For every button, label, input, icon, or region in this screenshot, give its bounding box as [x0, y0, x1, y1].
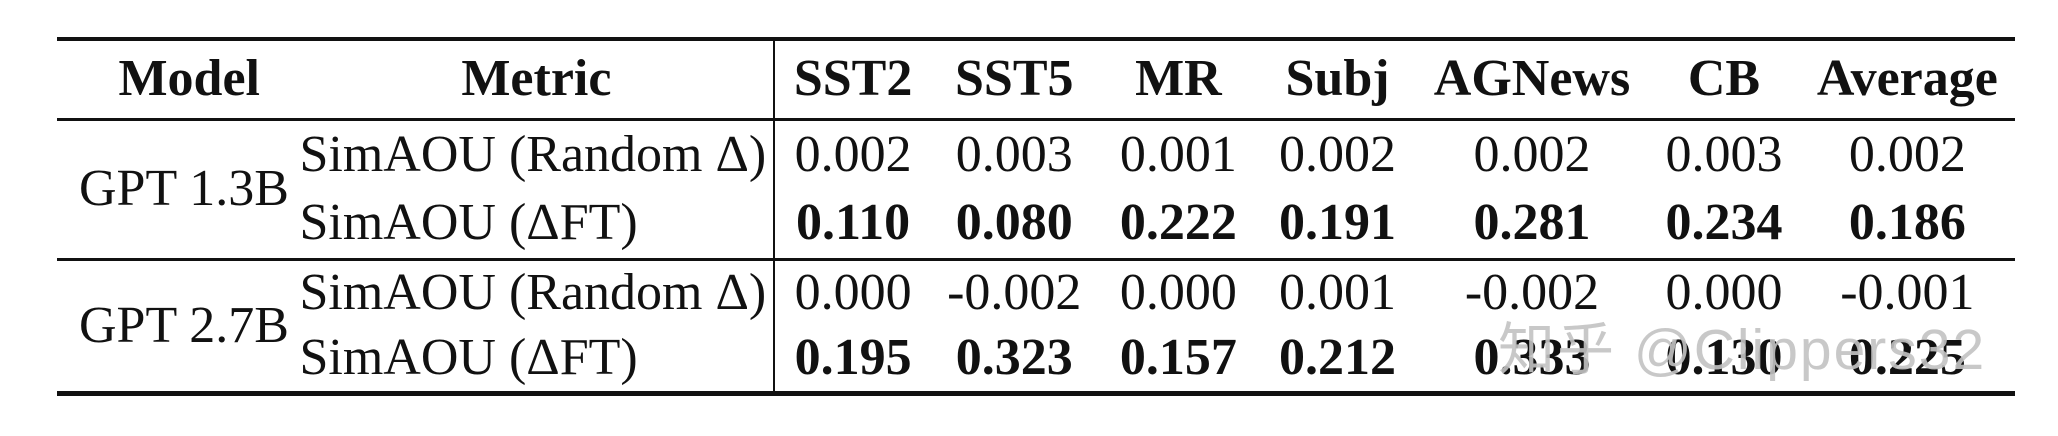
metric-cell: SimAOU (Random Δ)	[299, 257, 775, 326]
model-cell: GPT 2.7B	[57, 257, 300, 393]
table-row: GPT 1.3B SimAOU (Random Δ) 0.002 0.003 0…	[57, 119, 2015, 215]
header-average: Average	[1816, 50, 1998, 108]
header-model: Model	[118, 50, 260, 108]
value-cell: 0.002	[1848, 125, 1966, 183]
value-cell: 0.130	[1665, 329, 1783, 387]
value-cell: 0.186	[1848, 194, 1966, 252]
value-cell: 0.222	[1119, 194, 1237, 252]
value-cell: 0.195	[773, 326, 931, 393]
model-cell: GPT 1.3B	[79, 160, 289, 217]
value-cell: 0.001	[1119, 125, 1237, 183]
value-cell: 0.110	[773, 189, 931, 259]
value-cell: 0.000	[1648, 257, 1800, 326]
value-cell: 0.002	[1473, 125, 1591, 183]
value-cell: 0.212	[1279, 329, 1397, 387]
table-row: GPT 2.7B SimAOU (Random Δ) 0.000 -0.002 …	[57, 257, 2015, 393]
value-cell: -0.001	[1799, 257, 2015, 326]
metric-cell: SimAOU (Random Δ)	[299, 125, 767, 183]
value-cell: 0.323	[955, 329, 1073, 387]
value-cell: 0.191	[1279, 194, 1397, 252]
value-cell: 0.003	[955, 125, 1073, 183]
value-cell: 0.157	[1119, 329, 1237, 387]
value-cell: -0.002	[930, 257, 1098, 326]
metric-cell: SimAOU (ΔFT)	[299, 194, 638, 252]
value-cell: 0.080	[955, 194, 1073, 252]
value-cell: 0.333	[1473, 329, 1591, 387]
value-cell: 0.001	[1259, 257, 1416, 326]
header-subj: Subj	[1285, 50, 1390, 108]
header-mr: MR	[1135, 50, 1222, 108]
table-row: SimAOU (ΔFT) 0.195 0.323 0.157 0.212 0.3…	[57, 326, 2015, 393]
metric-cell: SimAOU (ΔFT)	[299, 329, 638, 387]
value-cell: 0.000	[773, 257, 931, 326]
results-table: Model Metric SST2 SST5 MR Subj AGNews CB…	[57, 37, 2015, 396]
header-row: Model Metric SST2 SST5 MR Subj AGNews CB…	[57, 39, 2015, 119]
header-metric: Metric	[461, 50, 612, 108]
value-cell: -0.002	[1415, 257, 1649, 326]
value-cell: 0.234	[1665, 194, 1783, 252]
value-cell: 0.002	[1279, 125, 1397, 183]
header-agnews: AGNews	[1433, 50, 1631, 108]
value-cell: 0.281	[1473, 194, 1591, 252]
value-cell: 0.003	[1665, 125, 1783, 183]
value-cell: 0.002	[773, 119, 931, 189]
header-sst2: SST2	[773, 39, 931, 119]
results-table-container: Model Metric SST2 SST5 MR Subj AGNews CB…	[57, 37, 2015, 396]
header-cb: CB	[1687, 50, 1761, 108]
value-cell: 0.225	[1848, 329, 1966, 387]
value-cell: 0.000	[1097, 257, 1260, 326]
header-sst5: SST5	[954, 50, 1074, 108]
table-row: SimAOU (ΔFT) 0.110 0.080 0.222 0.191 0.2…	[57, 189, 2015, 259]
